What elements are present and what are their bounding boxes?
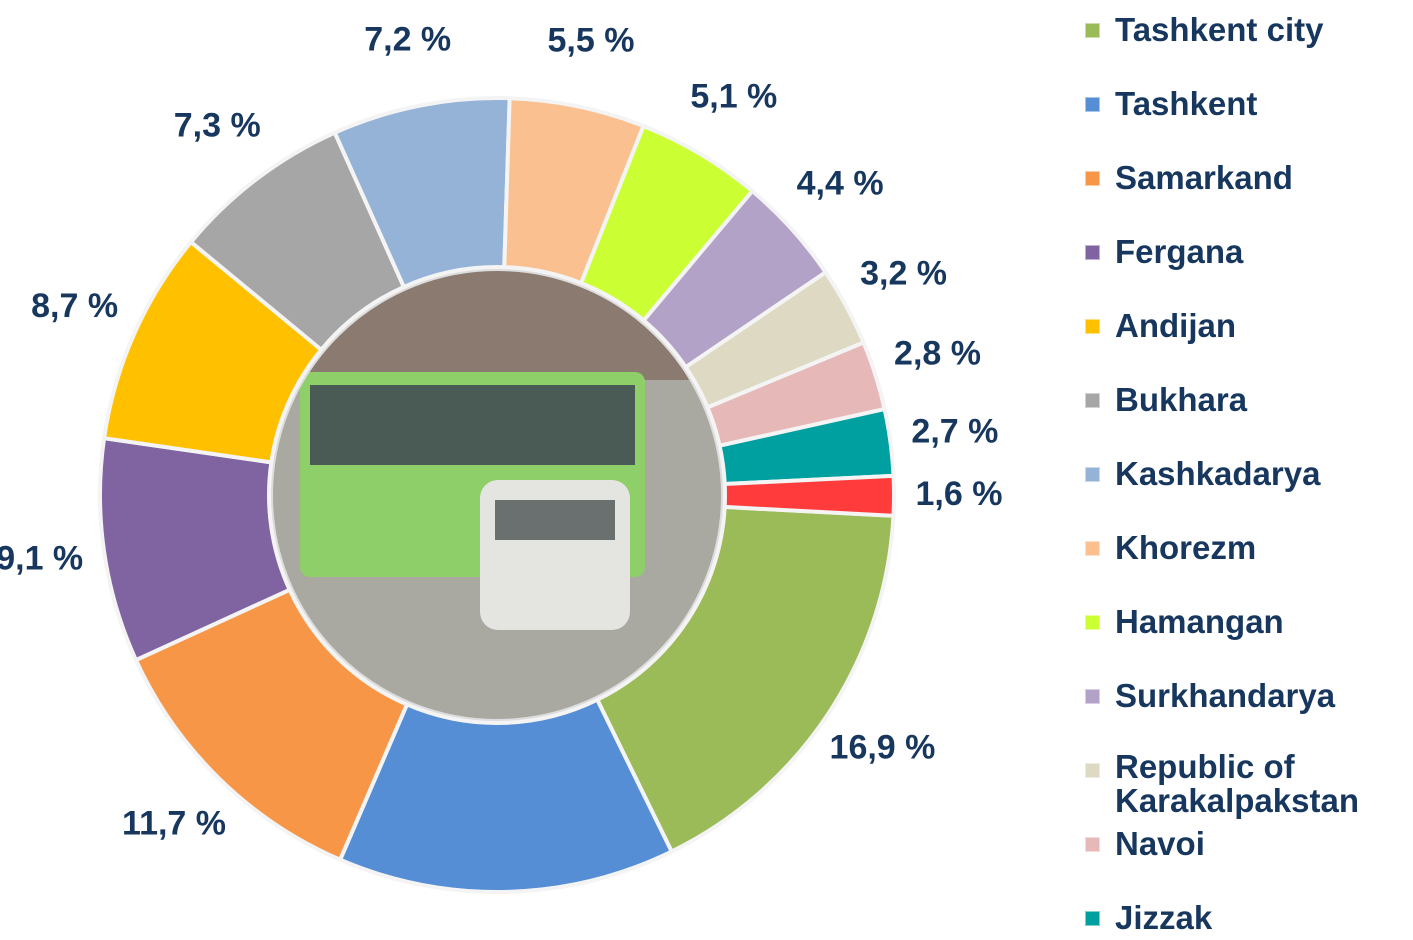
data-label: 7,3 %	[174, 106, 261, 144]
legend-label: Bukhara	[1115, 381, 1248, 418]
legend-swatch	[1085, 837, 1100, 852]
legend-label: Navoi	[1115, 825, 1205, 862]
legend-item: Hamangan	[1085, 602, 1413, 676]
legend-label: Republic of Karakalpakstan	[1115, 748, 1359, 819]
legend-swatch	[1085, 689, 1100, 704]
center-photo	[269, 267, 725, 723]
legend-item: Surkhandarya	[1085, 676, 1413, 750]
data-label: 13,7 %	[455, 936, 561, 940]
data-label: 16,9 %	[830, 729, 936, 767]
legend-item: Bukhara	[1085, 380, 1413, 454]
legend-swatch	[1085, 319, 1100, 334]
data-label: 5,5 %	[548, 22, 635, 60]
data-label: 1,6 %	[916, 475, 1003, 513]
legend-swatch	[1085, 393, 1100, 408]
legend-label: Andijan	[1115, 307, 1236, 344]
data-label: 9,1 %	[0, 540, 83, 578]
donut-segment	[595, 504, 896, 854]
legend-swatch	[1085, 763, 1100, 778]
legend-swatch	[1085, 171, 1100, 186]
legend-label: Tashkent city	[1115, 11, 1324, 48]
data-label: 5,1 %	[690, 77, 777, 115]
donut-segment	[722, 473, 896, 518]
legend-item: Khorezm	[1085, 528, 1413, 602]
legend-swatch	[1085, 615, 1100, 630]
legend-label: Samarkand	[1115, 159, 1293, 196]
legend-item: Fergana	[1085, 232, 1413, 306]
legend-swatch	[1085, 245, 1100, 260]
legend-label: Jizzak	[1115, 899, 1213, 936]
legend-swatch	[1085, 911, 1100, 926]
data-label: 2,8 %	[894, 335, 981, 373]
legend: Tashkent city Tashkent Samarkand Fergana And…	[1085, 10, 1413, 940]
legend-label: Fergana	[1115, 233, 1244, 270]
legend-label: Tashkent	[1115, 85, 1258, 122]
legend-item: Republic of Karakalpakstan	[1085, 750, 1413, 824]
chart: 16,9 % 13,7 % 11,7 % 9,1 % 8,7 % 7,3 % 7,2 % 5,…	[0, 21, 1003, 940]
data-label: 8,7 %	[31, 287, 118, 325]
legend-label: Surkhandarya	[1115, 677, 1336, 714]
data-label: 7,2 %	[364, 21, 451, 59]
legend-label: Hamangan	[1115, 603, 1284, 640]
legend-item: Andijan	[1085, 306, 1413, 380]
legend-item: Jizzak	[1085, 898, 1413, 940]
legend-item: Tashkent city	[1085, 10, 1413, 84]
data-label: 11,7 %	[122, 804, 226, 842]
data-label: 4,4 %	[797, 165, 884, 203]
legend-label: Khorezm	[1115, 529, 1257, 566]
donut-segment	[338, 697, 674, 894]
data-label: 3,2 %	[860, 255, 947, 293]
legend-swatch	[1085, 541, 1100, 556]
data-label: 2,7 %	[911, 413, 998, 451]
legend-item: Tashkent	[1085, 84, 1413, 158]
legend-item: Kashkadarya	[1085, 454, 1413, 528]
legend-item: Navoi	[1085, 824, 1413, 898]
legend-item: Samarkand	[1085, 158, 1413, 232]
legend-swatch	[1085, 467, 1100, 482]
legend-swatch	[1085, 23, 1100, 38]
legend-label: Kashkadarya	[1115, 455, 1321, 492]
legend-swatch	[1085, 97, 1100, 112]
